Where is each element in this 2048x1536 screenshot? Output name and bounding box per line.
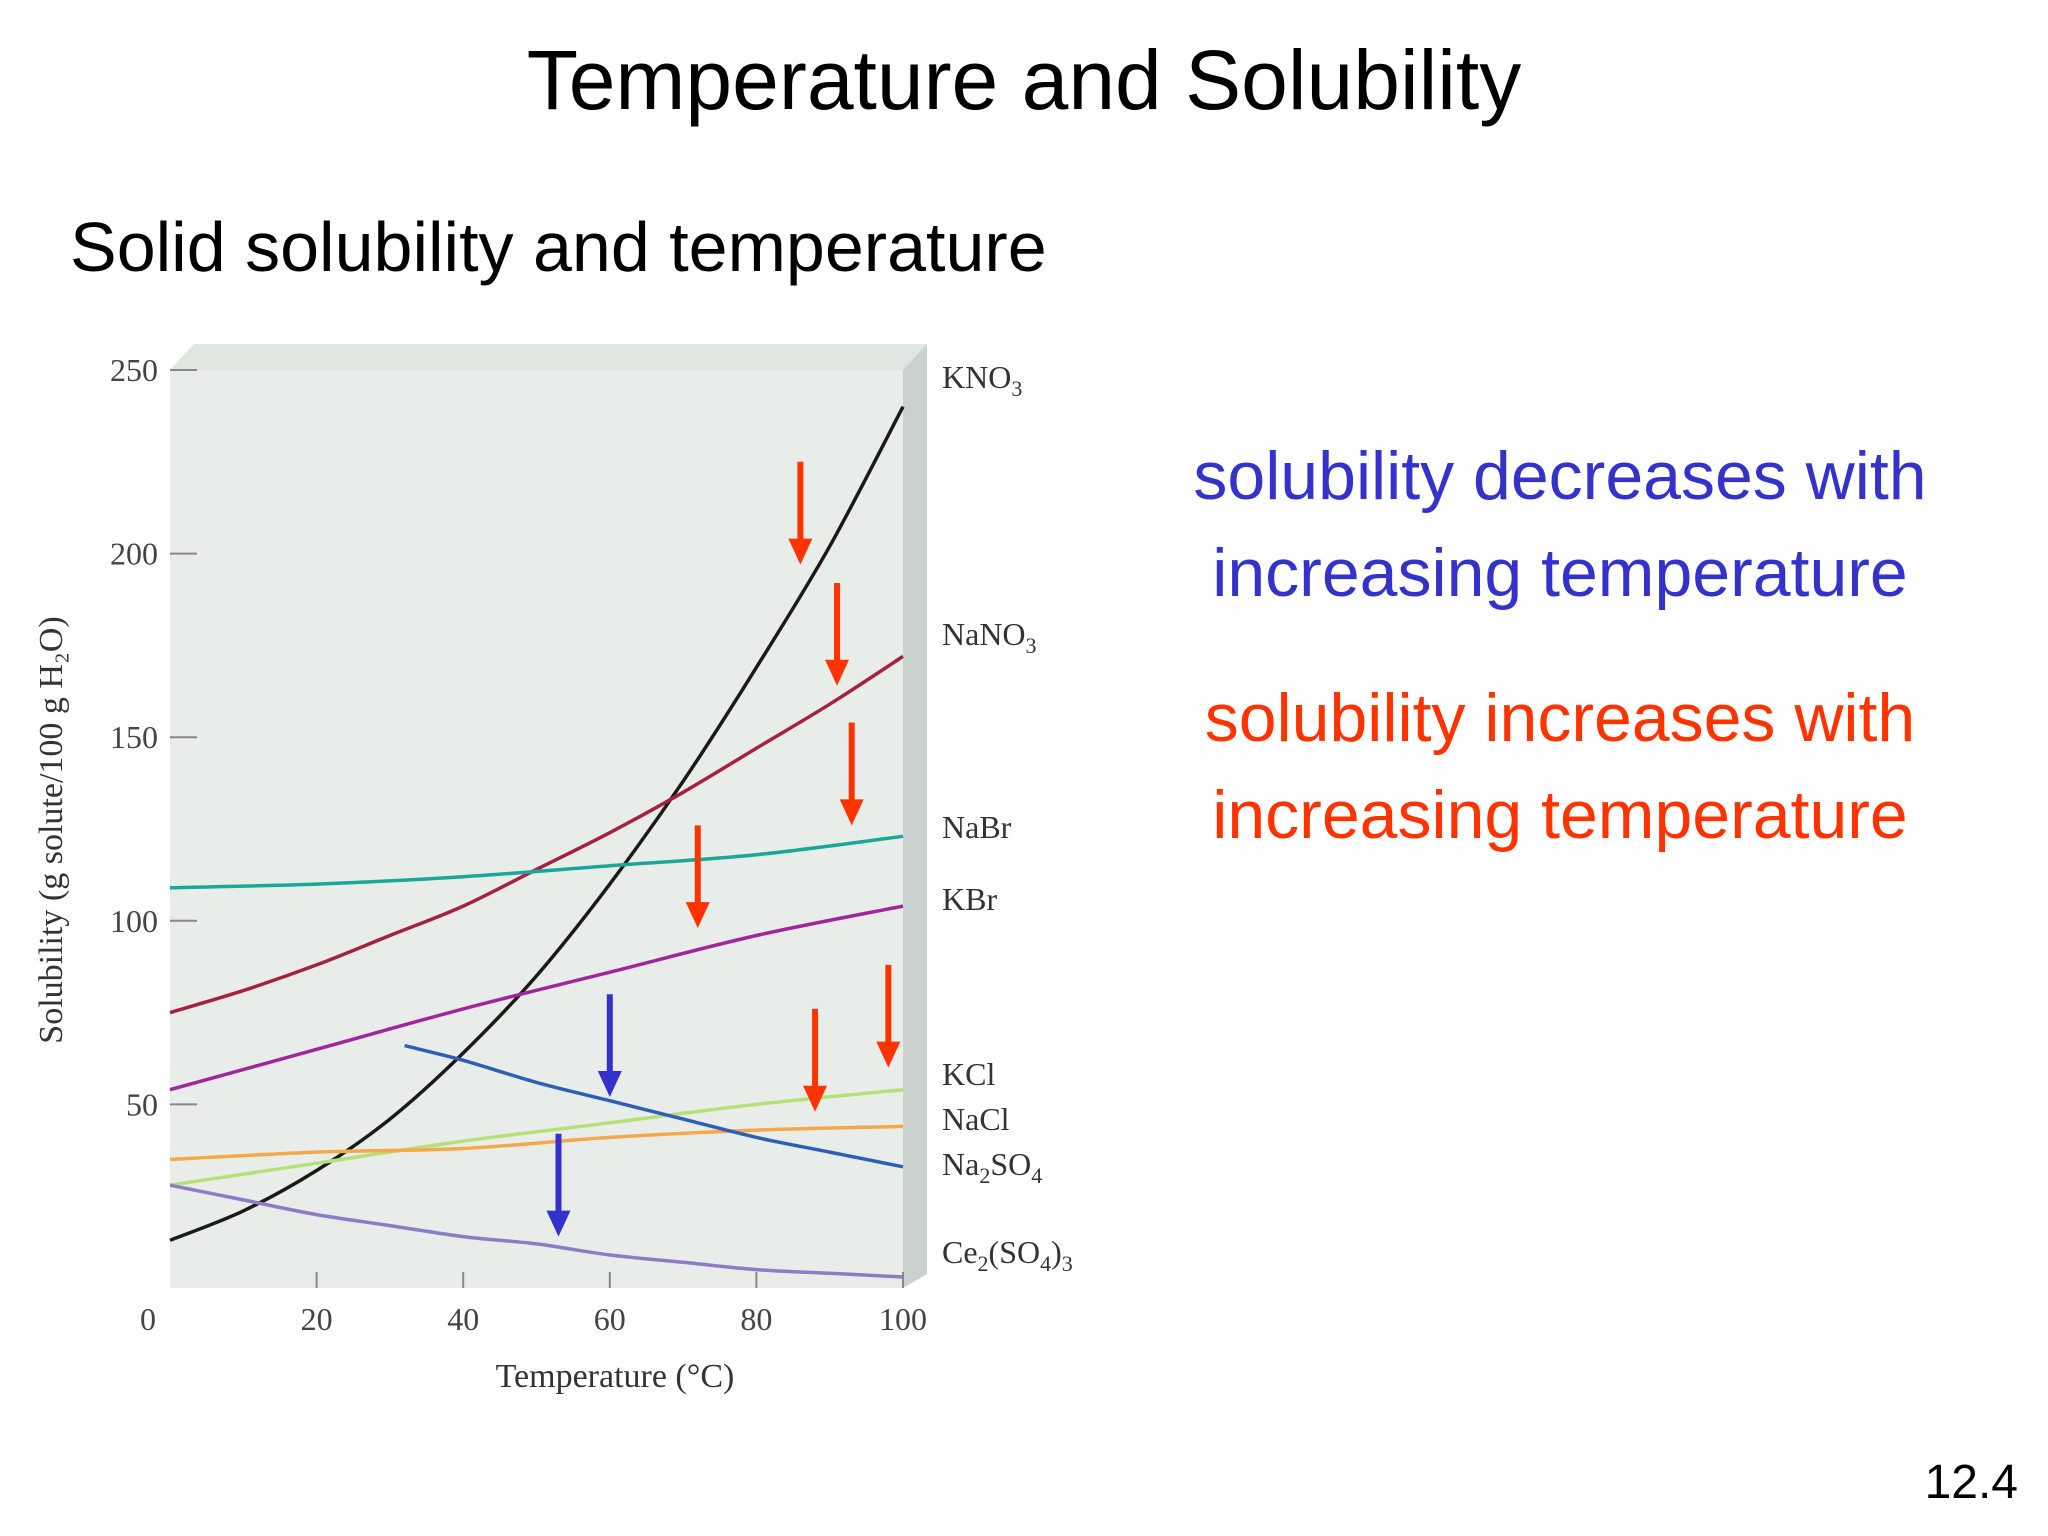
slide-subtitle: Solid solubility and temperature [70,208,1047,286]
increase-arrow-head [685,902,710,929]
series-label: KCl [942,1056,995,1092]
decrease-arrow-head [597,1071,622,1098]
increase-arrow-head [825,659,850,686]
increase-arrow-head [876,1041,901,1068]
series-line [169,834,904,890]
decrease-arrow-head [546,1210,571,1237]
x-tick-label: 60 [594,1301,626,1337]
plot-top-face [170,344,927,370]
plot-side-wall [903,344,927,1288]
increase-note: solubility increases with increasing tem… [1204,680,1916,853]
x-tick-label: 0 [140,1301,156,1337]
y-tick-label: 150 [110,719,158,755]
series-label: KNO3 [942,359,1022,401]
x-axis-label: Temperature (°C) [496,1358,735,1395]
increase-arrow-head [839,799,864,826]
y-axis-label: Solubility (g solute/100 g H₂O) [33,616,70,1043]
plot-background [170,370,903,1288]
series-line [169,1124,904,1162]
y-tick-label: 100 [110,903,158,939]
y-tick-label: 200 [110,536,158,572]
series-label: Ce2(SO4)3 [942,1234,1073,1276]
series-label: NaCl [942,1101,1010,1137]
series-line [404,1043,904,1169]
x-tick-label: 80 [740,1301,772,1337]
series-label: NaBr [942,809,1012,845]
series-label: NaNO3 [942,616,1037,658]
x-tick-label: 20 [301,1301,333,1337]
series-line [169,405,905,1242]
series-line [169,1183,904,1279]
slide-number: 12.4 [1924,1456,2018,1509]
series-line [169,1087,904,1187]
y-tick-label: 50 [126,1086,158,1122]
increase-arrow-head [788,538,813,565]
series-label: KBr [942,881,997,917]
y-tick-label: 250 [110,352,158,388]
series-label: Na2SO4 [942,1146,1042,1188]
slide-title: Temperature and Solubility [526,33,1522,127]
series-line [169,904,904,1092]
x-tick-label: 40 [447,1301,479,1337]
x-tick-label: 100 [879,1301,927,1337]
increase-arrow-head [803,1085,828,1112]
decrease-note: solubility decreases with increasing tem… [1193,438,1927,611]
series-line [169,654,904,1015]
